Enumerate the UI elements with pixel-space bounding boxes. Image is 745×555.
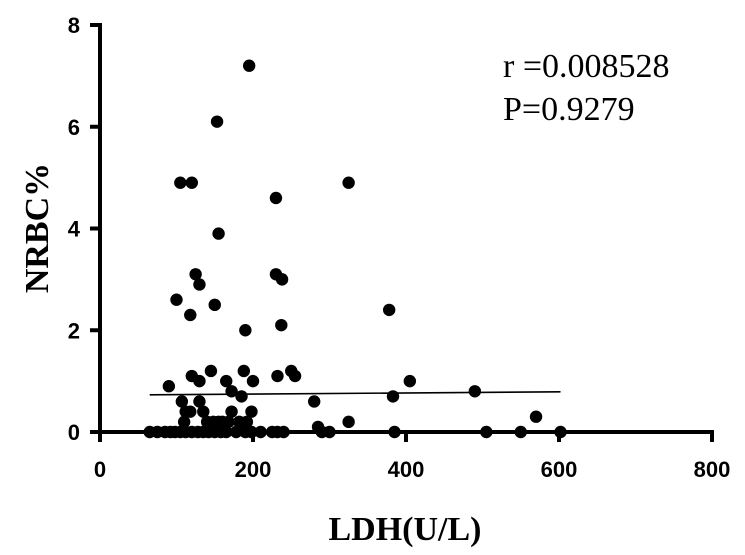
data-point xyxy=(288,369,302,383)
data-point xyxy=(323,425,336,439)
data-point xyxy=(184,405,197,418)
regression-line xyxy=(149,391,561,396)
data-point xyxy=(197,405,210,418)
y-ticks: 0 2 4 6 8 xyxy=(68,13,100,445)
data-point xyxy=(240,415,254,429)
data-point xyxy=(269,191,283,205)
data-point xyxy=(193,374,206,388)
data-point xyxy=(403,374,417,388)
data-point xyxy=(254,425,267,439)
data-point xyxy=(189,268,202,281)
data-point xyxy=(185,176,198,189)
data-point xyxy=(245,405,258,418)
y-tick-label: 4 xyxy=(68,217,81,242)
x-ticks: 0 200 400 600 800 xyxy=(94,432,730,482)
y-tick-label: 0 xyxy=(68,420,80,445)
data-point xyxy=(225,405,238,418)
data-point xyxy=(468,385,482,398)
data-point xyxy=(342,176,355,189)
y-tick-label: 6 xyxy=(68,115,80,140)
data-point xyxy=(177,415,191,429)
y-axis-title: NRBC% xyxy=(19,163,56,293)
data-point xyxy=(170,293,183,306)
data-point xyxy=(382,303,396,317)
data-point xyxy=(229,425,243,439)
data-point xyxy=(210,115,224,128)
data-point xyxy=(237,364,251,378)
data-point xyxy=(514,425,527,439)
data-point xyxy=(184,308,197,322)
x-tick-label: 400 xyxy=(388,457,425,482)
data-point xyxy=(554,425,567,439)
data-point xyxy=(480,425,493,439)
data-point xyxy=(175,395,189,408)
x-tick-label: 0 xyxy=(94,457,106,482)
data-point xyxy=(271,369,284,383)
data-point xyxy=(204,364,218,378)
data-point xyxy=(235,390,248,403)
correlation-annotation: r =0.008528 xyxy=(503,48,670,85)
data-point xyxy=(220,374,233,388)
data-point xyxy=(193,278,206,291)
data-point xyxy=(275,318,288,332)
data-point xyxy=(239,324,252,337)
data-point xyxy=(388,425,401,439)
data-point xyxy=(193,395,206,408)
data-point xyxy=(220,425,233,439)
fit-line-group xyxy=(149,391,561,396)
data-points xyxy=(143,59,567,439)
data-point xyxy=(246,374,260,388)
data-point xyxy=(308,395,321,408)
data-point xyxy=(386,390,400,403)
data-point xyxy=(222,415,235,429)
data-point xyxy=(174,176,187,189)
data-point xyxy=(342,415,355,429)
data-point xyxy=(529,410,543,423)
x-tick-label: 800 xyxy=(694,457,731,482)
data-point xyxy=(212,227,225,240)
y-tick-label: 2 xyxy=(68,318,80,343)
data-point xyxy=(275,273,289,286)
p-value-annotation: P=0.9279 xyxy=(503,91,635,128)
data-point xyxy=(225,385,238,398)
data-point xyxy=(242,59,256,72)
data-point xyxy=(277,425,290,439)
x-axis-title: LDH(U/L) xyxy=(329,511,482,548)
data-point xyxy=(245,425,258,439)
x-tick-label: 600 xyxy=(541,457,578,482)
y-tick-label: 8 xyxy=(68,13,80,38)
data-point xyxy=(208,298,221,312)
data-point xyxy=(162,380,176,393)
x-tick-label: 200 xyxy=(235,457,272,482)
